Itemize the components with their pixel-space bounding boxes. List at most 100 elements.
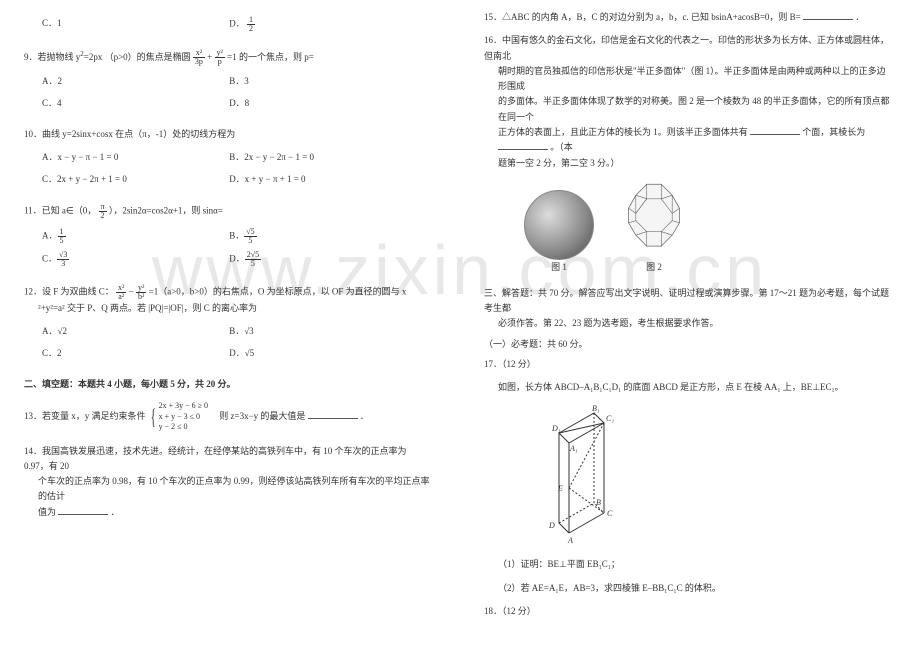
q13-end: ． <box>360 411 369 421</box>
subsection-1: （一）必考题：共 60 分。 <box>484 337 892 352</box>
q15: 15．△ABC 的内角 A，B，C 的对边分别为 a，b，c. 已知 bsinA… <box>484 10 892 25</box>
section-3: 三、解答题：共 70 分。解答应写出文字说明、证明过程或演算步骤。第 17～21… <box>484 286 892 332</box>
q10-a: A．x − y − π − 1 = 0 <box>42 150 229 165</box>
q11-d-frac: 2√55 <box>245 251 261 268</box>
fig2-svg <box>614 179 694 255</box>
q15-stem: 15．△ABC 的内角 A，B，C 的对边分别为 a，b，c. 已知 bsinA… <box>484 12 801 22</box>
q17-p2: （2）若 AE=A₁E，AB=3，求四棱锥 E–BB₁C₁C 的体积。 <box>498 581 892 596</box>
q11-pi2: π2 <box>99 203 107 220</box>
q14-end: ． <box>111 507 120 517</box>
q17-num: 17．（12 分） <box>484 357 892 372</box>
q16-l3: 的多面体。半正多面体体现了数学的对称美。图 2 是一个棱数为 48 的半正多面体… <box>498 94 892 125</box>
q12-c: ²+y²=a² 交于 P、Q 两点。若 |PQ|=|OF|，则 C 的离心率为 <box>38 301 432 316</box>
q11-c: C．√33 <box>42 251 229 268</box>
lbl-d: D <box>548 521 555 530</box>
q18: 18．（12 分） <box>484 604 892 619</box>
q12-f1d: a² <box>116 293 126 301</box>
q16-blank1 <box>750 125 800 135</box>
q12-od: D．√5 <box>229 346 416 361</box>
q11-d-pre: D． <box>229 253 245 263</box>
q12-f2: y²b² <box>136 284 146 301</box>
q17-stem: 如图，长方体 ABCD–A₁B₁C₁D₁ 的底面 ABCD 是正方形，点 E 在… <box>498 380 892 395</box>
q13-blank <box>308 409 358 419</box>
q11-ad: 5 <box>58 237 66 245</box>
q9-c: C．4 <box>42 96 229 111</box>
q14-blank <box>58 505 108 515</box>
cuboid-figure: D₁ C₁ A₁ B₁ E D C A B <box>544 403 654 553</box>
q16-l4b: 个面，其棱长为 <box>802 127 865 137</box>
right-column: 15．△ABC 的内角 A，B，C 的对边分别为 a，b，c. 已知 bsinA… <box>460 0 920 650</box>
q11-b-frac: √55 <box>244 228 256 245</box>
q11-bd: 5 <box>244 237 256 245</box>
q14-l3-wrap: 值为 ． <box>38 505 432 520</box>
lbl-b: B <box>596 498 601 507</box>
q9-f1d: 3p <box>193 58 205 66</box>
q11-a-pre: A． <box>42 230 58 240</box>
lbl-d1: D₁ <box>551 424 561 433</box>
q13-stem-a: 13．若变量 x，y 满足约束条件 <box>24 411 148 421</box>
q16-l1: 16．中国有悠久的金石文化，印信是金石文化的代表之一。印信的形状多为长方体、正方… <box>484 33 892 64</box>
q11-stem-a: 11．已知 a∈（0， <box>24 205 96 215</box>
q9-stem-c: =1 的一个焦点，则 p= <box>227 52 314 62</box>
q13-stem-b: 则 z=3x−y 的最大值是 <box>210 411 305 421</box>
q11-stem-b: ），2sin2α=cos2α+1，则 sinα= <box>109 205 223 215</box>
fig2-box: 图 2 <box>614 179 694 276</box>
fig1-image <box>524 190 594 260</box>
q10-c: C．2x + y − 2π + 1 = 0 <box>42 172 229 187</box>
q8-options-cd: C．1 D． 12 <box>42 16 432 39</box>
q16-l4wrap: 正方体的表面上，且此正方体的棱长为 1。则该半正多面体共有 个面，其棱长为 。（… <box>498 125 892 156</box>
q9-b: B．3 <box>229 74 416 89</box>
q10-stem: 10．曲线 y=2sinx+cosx 在点（π，-1）处的切线方程为 <box>24 127 432 142</box>
q13-l1: 2x + 3y − 6 ≥ 0 <box>159 401 208 410</box>
q12-oa: A．√2 <box>42 324 229 339</box>
q13-l3: y − 2 ≤ 0 <box>159 422 188 431</box>
q12-f1: x²a² <box>116 284 126 301</box>
q8-opt-d: D． 12 <box>229 16 416 33</box>
q9-plus: + <box>207 52 214 62</box>
lbl-a1: A₁ <box>569 444 578 453</box>
q10-d: D．x + y − π + 1 = 0 <box>229 172 416 187</box>
q9-frac2: y²p <box>215 49 225 66</box>
q11-options: A．15 B．√55 C．√33 D．2√55 <box>42 228 432 274</box>
q11-cd: 3 <box>57 260 69 268</box>
q16: 16．中国有悠久的金石文化，印信是金石文化的代表之一。印信的形状多为长方体、正方… <box>484 33 892 171</box>
fig1-label: 图 1 <box>524 260 594 275</box>
q13: 13．若变量 x，y 满足约束条件 { 2x + 3y − 6 ≥ 0 x + … <box>24 398 432 435</box>
q9: 9．若抛物线 y2=2px （p>0）的焦点是椭圆 x²3p + y²p =1 … <box>24 49 432 66</box>
section-2: 二、填空题：本题共 4 小题，每小题 5 分，共 20 分。 <box>24 377 432 392</box>
q11-a: A．15 <box>42 228 229 245</box>
q10-b: B．2x − y − 2π − 1 = 0 <box>229 150 416 165</box>
lbl-c: C <box>607 509 613 518</box>
q11-c-pre: C． <box>42 253 57 263</box>
q16-figures: 图 1 图 2 <box>524 179 892 276</box>
q14: 14．我国高铁发展迅速，技术先进。经统计，在经停某站的高铁列车中，有 10 个车… <box>24 444 432 520</box>
q9-d: D．8 <box>229 96 416 111</box>
q12-oc: C．2 <box>42 346 229 361</box>
q13-l2: x + y − 3 ≤ 0 <box>159 412 200 421</box>
q17-p1: （1）证明：BE⊥平面 EB₁C₁； <box>498 557 892 572</box>
q12-ob: B．√3 <box>229 324 416 339</box>
q11-a-frac: 15 <box>58 228 66 245</box>
lbl-a: A <box>567 536 573 545</box>
sec3b: 必须作答。第 22、23 题为选考题，考生根据要求作答。 <box>498 316 892 331</box>
q16-l2: 朝时期的官员独孤信的印信形状是"半正多面体"（图 1）。半正多面体是由两种或两种… <box>498 64 892 95</box>
q14-l2: 个车次的正点率为 0.98，有 10 个车次的正点率为 0.99，则经停该站高铁… <box>38 474 432 505</box>
page: C．1 D． 12 9．若抛物线 y2=2px （p>0）的焦点是椭圆 x²3p… <box>0 0 920 650</box>
q8-d-label: D． <box>229 19 245 29</box>
q15-end: ． <box>855 12 864 22</box>
q9-frac1: x²3p <box>193 49 205 66</box>
q12: 12．设 F 为双曲线 C： x²a² − y²b² =1（a>0，b>0）的右… <box>24 284 432 316</box>
lbl-c1: C₁ <box>606 414 614 423</box>
q9-a: A．2 <box>42 74 229 89</box>
q11-d: D．2√55 <box>229 251 416 268</box>
q11-b-pre: B． <box>229 230 244 240</box>
fig2-label: 图 2 <box>614 260 694 275</box>
q16-l4: 正方体的表面上，且此正方体的棱长为 1。则该半正多面体共有 <box>498 127 748 137</box>
q11-pid: 2 <box>99 212 107 220</box>
lbl-b1: B₁ <box>592 404 600 413</box>
lbl-e: E <box>557 484 563 493</box>
q9-stem-a: 9．若抛物线 y <box>24 52 80 62</box>
left-column: C．1 D． 12 9．若抛物线 y2=2px （p>0）的焦点是椭圆 x²3p… <box>0 0 460 650</box>
q9-stem-b: =2px （p>0）的焦点是椭圆 <box>84 52 193 62</box>
q14-l1: 14．我国高铁发展迅速，技术先进。经统计，在经停某站的高铁列车中，有 10 个车… <box>24 444 432 475</box>
